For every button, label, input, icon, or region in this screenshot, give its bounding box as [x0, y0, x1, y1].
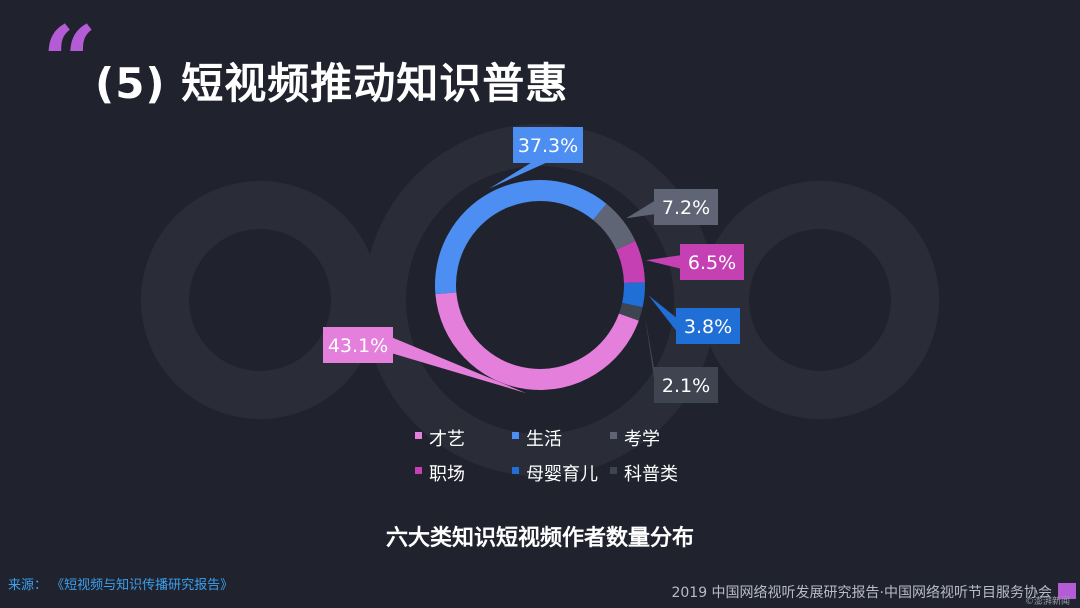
- pie-slice-4: [616, 240, 645, 283]
- legend-label: 母婴育儿: [526, 464, 598, 485]
- pie-slice-3: [593, 203, 636, 250]
- callout-pointer: [644, 315, 656, 392]
- donut-chart: [435, 180, 645, 390]
- legend-swatch: [512, 432, 519, 439]
- legend-label: 职场: [429, 464, 465, 485]
- pie-slice-1: [435, 292, 639, 390]
- pie-slice-6: [619, 302, 643, 321]
- callout-6: 2.1%: [644, 315, 718, 403]
- value-label: 37.3%: [518, 135, 578, 157]
- callout-box: [654, 189, 718, 225]
- source-label: 来源：: [8, 578, 48, 593]
- pie-slice-5: [622, 282, 645, 308]
- legend-item: 考学: [610, 429, 660, 450]
- background-ring: [141, 181, 379, 419]
- callout-3: 7.2%: [626, 189, 718, 225]
- value-callouts: 43.1% 37.3% 7.2% 6.5% 3.8% 2.1%: [323, 127, 744, 403]
- chart-title: 六大类知识短视频作者数量分布: [386, 525, 694, 551]
- legend-swatch: [415, 467, 422, 474]
- legend-label: 考学: [624, 429, 660, 450]
- watermark-text: ©澎湃新闻: [1024, 597, 1070, 607]
- callout-box: [654, 367, 718, 403]
- footer-accent-block: [1058, 583, 1076, 599]
- value-label: 7.2%: [662, 197, 710, 219]
- callout-5: 3.8%: [648, 295, 740, 344]
- source-note: 来源： 《短视频与知识传播研究报告》: [8, 574, 233, 593]
- legend-swatch: [512, 467, 519, 474]
- value-label: 3.8%: [684, 316, 732, 338]
- callout-pointer: [648, 295, 678, 333]
- legend-item: 科普类: [610, 464, 678, 485]
- legend-item: 职场: [415, 464, 465, 485]
- background-ring: [701, 181, 939, 419]
- legend-item: 母婴育儿: [512, 464, 598, 485]
- callout-box: [323, 327, 393, 363]
- legend-item: 才艺: [415, 429, 465, 450]
- callout-pointer: [646, 255, 682, 269]
- legend-swatch: [415, 432, 422, 439]
- legend-swatch: [610, 467, 617, 474]
- value-label: 6.5%: [688, 252, 736, 274]
- page-title: (5) 短视频推动知识普惠: [95, 59, 569, 108]
- callout-box: [513, 127, 583, 163]
- legend-label: 才艺: [429, 429, 465, 450]
- pie-slice-2: [435, 180, 607, 295]
- callout-box: [676, 308, 740, 344]
- legend-item: 生活: [512, 429, 562, 450]
- legend-label: 生活: [526, 429, 562, 450]
- callout-pointer: [626, 200, 656, 219]
- callout-4: 6.5%: [646, 244, 744, 280]
- callout-pointer: [489, 161, 550, 189]
- callout-2: 37.3%: [489, 127, 583, 189]
- callout-box: [680, 244, 744, 280]
- footer-text: 2019 中国网络视听发展研究报告·中国网络视听节目服务协会: [671, 585, 1052, 601]
- quote-mark-icon: “: [42, 5, 98, 118]
- legend-swatch: [610, 432, 617, 439]
- legend-label: 科普类: [624, 464, 678, 485]
- callout-1: 43.1%: [323, 327, 526, 394]
- value-label: 43.1%: [328, 335, 388, 357]
- value-label: 2.1%: [662, 375, 710, 397]
- source-text: 《短视频与知识传播研究报告》: [51, 578, 234, 593]
- callout-pointer: [391, 337, 526, 394]
